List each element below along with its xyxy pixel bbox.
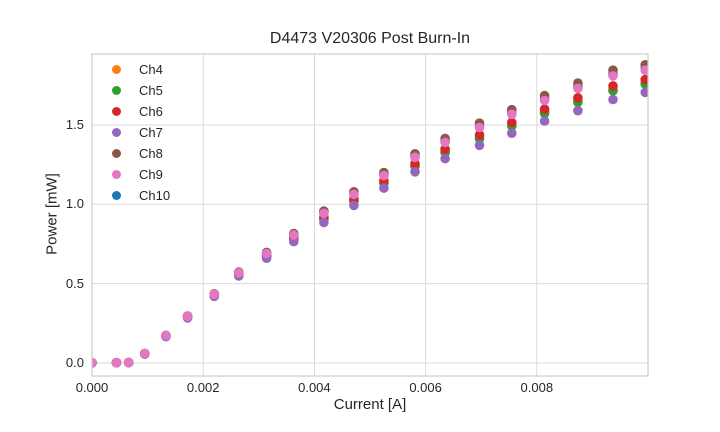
data-point-ch9 xyxy=(161,330,171,341)
data-point-ch6 xyxy=(573,93,583,103)
x-tick-label: 0.000 xyxy=(75,380,109,395)
legend-marker-ch4 xyxy=(112,65,121,74)
legend-item-ch7: Ch7 xyxy=(112,122,170,143)
scatter-points xyxy=(92,60,648,368)
data-point-ch7 xyxy=(349,200,359,211)
data-point-ch9 xyxy=(182,311,193,322)
data-point-ch7 xyxy=(573,105,583,116)
data-point-ch7 xyxy=(608,94,618,105)
data-point-ch9 xyxy=(539,95,550,106)
legend-marker-ch7 xyxy=(112,128,121,137)
data-point-ch9 xyxy=(640,65,648,75)
legend-marker-ch5 xyxy=(112,86,121,95)
data-point-ch9 xyxy=(507,109,517,120)
data-point-ch7 xyxy=(539,116,550,126)
chart-title: D4473 V20306 Post Burn-In xyxy=(269,30,471,47)
data-point-ch7 xyxy=(410,167,420,177)
data-point-ch6 xyxy=(608,81,618,91)
data-point-ch9 xyxy=(573,83,583,94)
legend-marker-ch8 xyxy=(112,149,121,158)
data-point-ch6 xyxy=(440,144,450,154)
data-point-ch9 xyxy=(140,348,150,359)
data-point-ch7 xyxy=(379,183,389,193)
y-tick-label: 0.0 xyxy=(65,354,84,370)
data-point-ch7 xyxy=(440,153,450,164)
data-point-ch9 xyxy=(379,170,389,181)
y-tick-label: 1.0 xyxy=(65,196,84,212)
data-point-ch6 xyxy=(539,104,550,114)
legend-label: Ch7 xyxy=(139,125,163,140)
legend-label: Ch9 xyxy=(139,167,163,182)
legend-label: Ch6 xyxy=(139,104,163,119)
legend-marker-ch10 xyxy=(112,191,121,200)
data-point-ch9 xyxy=(209,289,220,300)
data-point-ch9 xyxy=(474,122,485,133)
data-point-ch9 xyxy=(123,357,134,368)
data-point-ch9 xyxy=(261,248,272,259)
y-tick-label: 0.5 xyxy=(65,275,84,291)
legend-marker-ch9 xyxy=(112,170,121,179)
x-tick-label: 0.004 xyxy=(298,380,331,395)
x-tick-label: 0.008 xyxy=(520,380,554,395)
legend-item-ch9: Ch9 xyxy=(112,164,170,185)
legend: Ch4 Ch5 Ch6 Ch7 Ch8 Ch9 Ch10 xyxy=(112,59,170,206)
legend-item-ch8: Ch8 xyxy=(112,143,170,164)
data-point-ch7 xyxy=(319,217,329,228)
plot-frame xyxy=(91,53,649,377)
x-axis-label: Current [A] xyxy=(333,396,407,413)
data-point-ch9 xyxy=(234,268,244,278)
legend-label: Ch8 xyxy=(139,146,163,161)
legend-label: Ch10 xyxy=(139,188,171,203)
legend-item-ch4: Ch4 xyxy=(112,59,170,80)
data-point-ch9 xyxy=(608,71,618,81)
legend-item-ch6: Ch6 xyxy=(112,101,170,122)
data-point-ch7 xyxy=(507,128,517,138)
data-point-ch9 xyxy=(111,357,122,368)
x-tick-label: 0.006 xyxy=(409,380,442,395)
legend-label: Ch4 xyxy=(139,62,163,77)
legend-item-ch5: Ch5 xyxy=(112,80,170,101)
data-point-ch6 xyxy=(640,74,648,85)
data-point-ch9 xyxy=(349,189,359,200)
y-tick-label: 1.5 xyxy=(65,116,84,132)
data-point-ch7 xyxy=(474,140,485,151)
legend-item-ch10: Ch10 xyxy=(112,185,170,206)
data-point-ch6 xyxy=(474,130,485,140)
legend-label: Ch5 xyxy=(139,83,163,98)
data-point-ch7 xyxy=(640,87,648,98)
data-point-ch9 xyxy=(319,208,329,219)
y-axis-label: Power [mW] xyxy=(43,173,61,255)
data-point-ch9 xyxy=(289,230,299,240)
data-point-ch9 xyxy=(92,358,97,368)
x-tick-label: 0.002 xyxy=(186,380,220,395)
data-point-ch9 xyxy=(440,137,450,148)
data-point-ch9 xyxy=(410,152,420,163)
data-point-ch6 xyxy=(507,117,517,128)
legend-marker-ch6 xyxy=(112,107,121,116)
